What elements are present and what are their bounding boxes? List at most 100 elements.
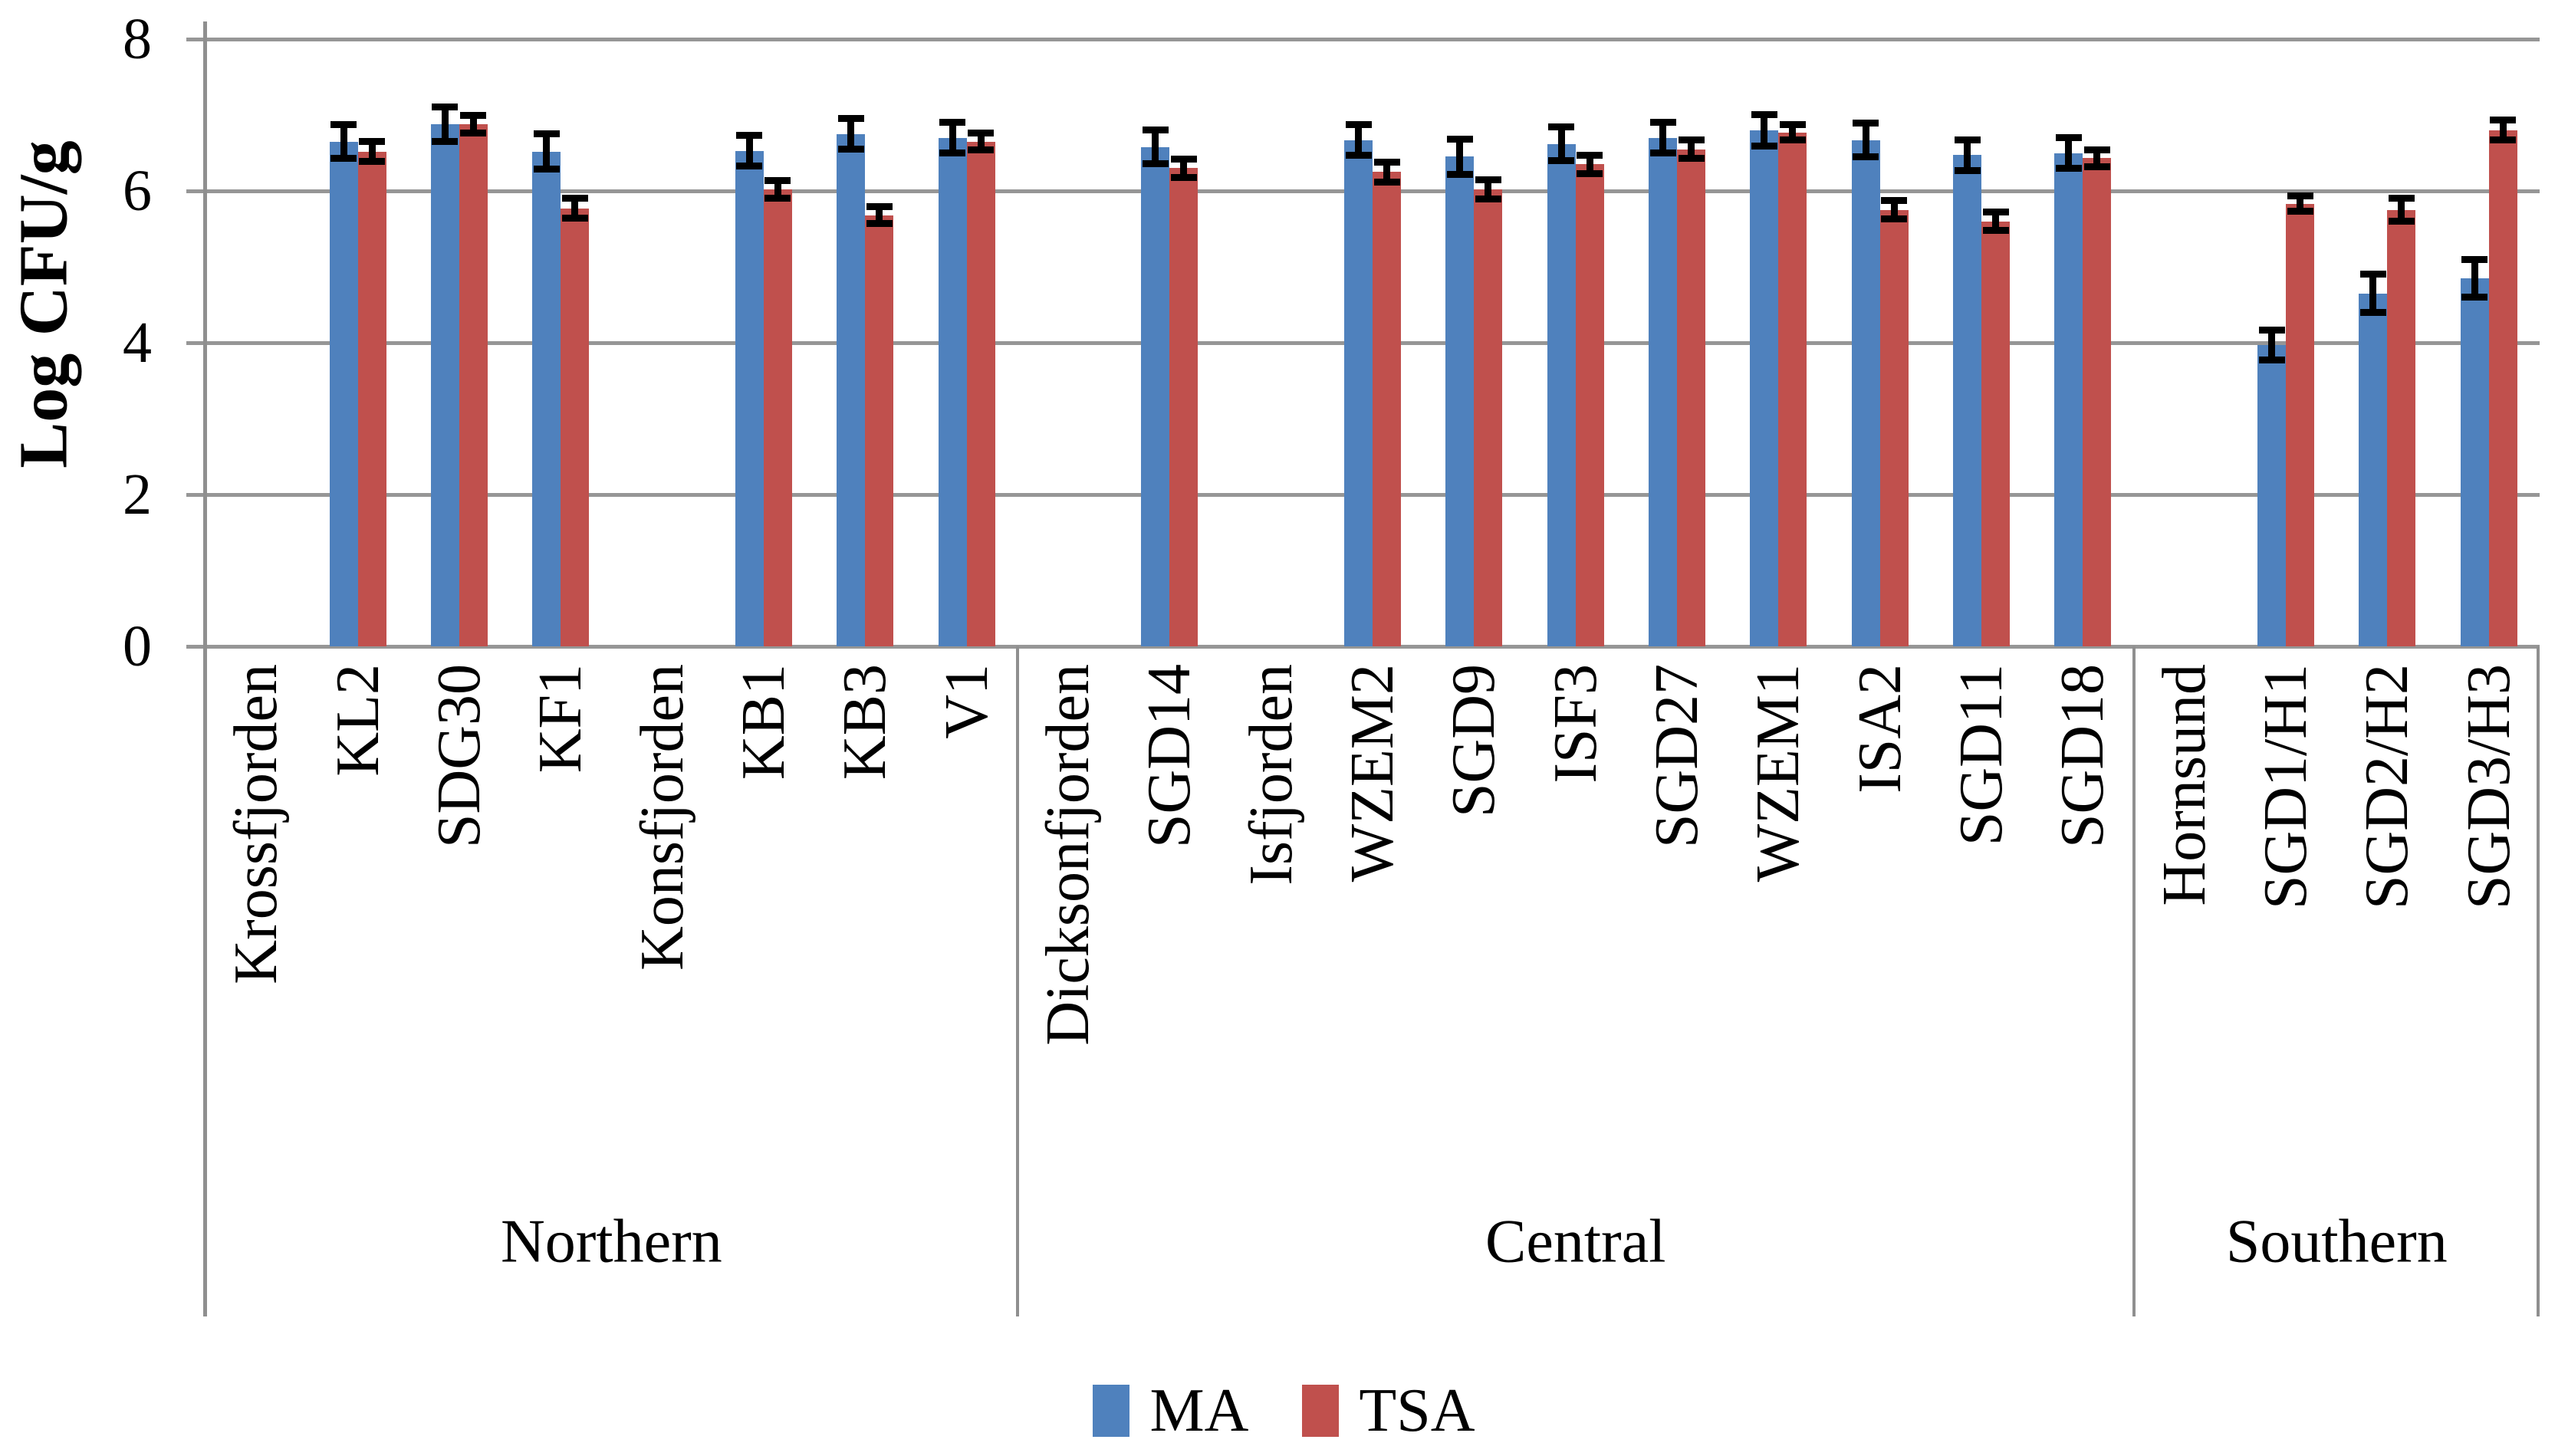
- tsa-KF1-error-cap-bottom: [561, 215, 588, 222]
- tsa-WZEM2-error-line: [1383, 162, 1390, 182]
- bar-ma-SGD3/H3: [2460, 278, 2489, 646]
- ma-SGD1/H1-error-cap-bottom: [2258, 357, 2285, 364]
- tsa-SDG30-error-cap-top: [460, 111, 487, 119]
- ma-ISF3-error-cap-bottom: [1548, 156, 1575, 164]
- ma-SGD27-error-line: [1659, 122, 1667, 153]
- tsa-SGD14-error-line: [1180, 159, 1188, 178]
- ma-WZEM2-error-cap-top: [1345, 121, 1372, 129]
- tsa-SGD3/H3-error-line: [2499, 120, 2507, 140]
- ma-SGD14-error-cap-top: [1142, 127, 1169, 134]
- ma-KL2-error-cap-bottom: [330, 154, 357, 162]
- tsa-ISA2-error-line: [1890, 200, 1898, 219]
- legend-swatch-MA: [1093, 1385, 1130, 1437]
- bar-tsa-SGD11: [1981, 221, 2011, 646]
- bar-tsa-SGD2/H2: [2387, 209, 2416, 646]
- bar-tsa-SDG30: [459, 123, 488, 646]
- bar-ma-KL2: [329, 141, 358, 646]
- ma-KF1-error-line: [543, 133, 551, 169]
- tsa-SGD9-error-cap-bottom: [1475, 196, 1501, 203]
- ma-V1-error-cap-top: [939, 119, 966, 127]
- x-tick-label-SGD18: SGD18: [2049, 664, 2117, 849]
- ma-SGD27-error-cap-bottom: [1649, 150, 1676, 156]
- x-tick-label-KF1: KF1: [527, 664, 595, 774]
- x-tick-label-ISF3: ISF3: [1541, 664, 1610, 784]
- tsa-SGD27-error-line: [1688, 140, 1695, 159]
- group-label-Central: Central: [1485, 1208, 1666, 1276]
- ma-SGD18-error-line: [2065, 137, 2073, 169]
- ma-WZEM1-error-cap-bottom: [1751, 143, 1777, 150]
- ma-SGD2/H2-error-cap-bottom: [2359, 308, 2386, 316]
- tsa-SGD18-error-cap-top: [2083, 146, 2110, 154]
- bar-ma-SDG30: [430, 123, 459, 646]
- bar-tsa-SGD14: [1169, 168, 1199, 646]
- bar-ma-SGD1/H1: [2257, 344, 2287, 646]
- tsa-KL2-error-line: [368, 141, 376, 162]
- y-tick-label: 0: [123, 614, 152, 679]
- tsa-SGD1/H1-error-cap-bottom: [2287, 208, 2313, 215]
- bar-ma-KF1: [532, 151, 561, 646]
- x-tick-label-SGD1/H1: SGD1/H1: [2252, 664, 2320, 910]
- tsa-WZEM2-error-cap-bottom: [1373, 178, 1400, 186]
- tsa-SGD3/H3-error-cap-top: [2490, 117, 2517, 124]
- x-tick-label-Hornsund: Hornsund: [2150, 664, 2218, 906]
- ma-SGD3/H3-error-cap-top: [2461, 255, 2488, 263]
- x-tick-label-SGD14: SGD14: [1136, 664, 1204, 849]
- tsa-ISA2-error-cap-bottom: [1881, 215, 1908, 223]
- ma-KF1-error-cap-top: [533, 130, 560, 138]
- tsa-SDG30-error-line: [469, 115, 477, 133]
- legend-item-TSA: TSA: [1302, 1376, 1475, 1445]
- ma-SGD9-error-cap-top: [1446, 136, 1473, 143]
- legend-swatch-TSA: [1302, 1385, 1340, 1437]
- ma-SGD18-error-cap-bottom: [2055, 164, 2082, 172]
- ma-WZEM2-error-cap-bottom: [1345, 151, 1372, 159]
- bar-tsa-KL2: [357, 151, 386, 646]
- bar-tsa-SGD27: [1677, 149, 1706, 646]
- ma-KB3-error-line: [847, 118, 855, 150]
- tsa-WZEM1-error-cap-bottom: [1779, 136, 1806, 144]
- ma-WZEM1-error-cap-top: [1751, 110, 1777, 118]
- ma-V1-error-line: [949, 122, 956, 153]
- tsa-WZEM1-error-line: [1789, 124, 1797, 140]
- bar-ma-KB1: [735, 150, 764, 646]
- ma-KL2-error-line: [340, 124, 347, 159]
- tsa-SGD11-error-cap-bottom: [1982, 226, 2009, 234]
- group-label-Northern: Northern: [500, 1208, 722, 1276]
- bar-tsa-KF1: [561, 208, 590, 646]
- ma-SGD9-error-cap-bottom: [1446, 170, 1473, 178]
- gridline-y0: [186, 645, 2540, 649]
- tsa-KB1-error-cap-bottom: [764, 195, 791, 202]
- bar-tsa-WZEM2: [1373, 172, 1401, 646]
- bar-ma-KB3: [837, 133, 866, 646]
- tsa-SGD2/H2-error-cap-top: [2388, 195, 2415, 202]
- y-tick-label: 6: [123, 159, 152, 223]
- bar-tsa-V1: [966, 141, 995, 646]
- ma-SGD1/H1-error-line: [2268, 330, 2276, 360]
- tsa-KB3-error-cap-top: [866, 203, 893, 211]
- tsa-SGD9-error-line: [1485, 179, 1492, 199]
- tsa-SGD9-error-cap-top: [1475, 176, 1501, 183]
- tsa-V1-error-cap-bottom: [968, 146, 995, 154]
- tsa-KB3-error-cap-bottom: [866, 220, 893, 228]
- tsa-V1-error-line: [977, 133, 985, 150]
- ma-SGD11-error-cap-top: [1954, 136, 1981, 144]
- x-tick-label-SDG30: SDG30: [425, 664, 493, 849]
- ma-SGD14-error-line: [1152, 130, 1159, 164]
- ma-SDG30-error-cap-bottom: [432, 138, 459, 146]
- x-tick-label-KB3: KB3: [831, 664, 899, 781]
- group-label-Southern: Southern: [2225, 1208, 2448, 1276]
- ma-SGD27-error-cap-top: [1649, 119, 1676, 127]
- x-tick-label-SGD11: SGD11: [1948, 664, 2016, 846]
- tsa-SGD1/H1-error-line: [2297, 196, 2304, 212]
- tsa-ISF3-error-cap-bottom: [1577, 169, 1603, 177]
- ma-ISF3-error-line: [1557, 127, 1565, 161]
- legend-label-TSA: TSA: [1359, 1377, 1475, 1444]
- x-tick-label-WZEM2: WZEM2: [1339, 664, 1406, 882]
- tsa-KF1-error-cap-top: [561, 195, 588, 202]
- ma-ISA2-error-line: [1862, 123, 1869, 157]
- tsa-KF1-error-line: [571, 198, 579, 219]
- x-tick-label-Dicksonfjorden: Dicksonfjorden: [1034, 664, 1102, 1046]
- ma-KB3-error-cap-top: [837, 115, 864, 123]
- tsa-SGD11-error-cap-top: [1982, 209, 2009, 216]
- group-divider-after-Northern: [1015, 646, 1019, 1316]
